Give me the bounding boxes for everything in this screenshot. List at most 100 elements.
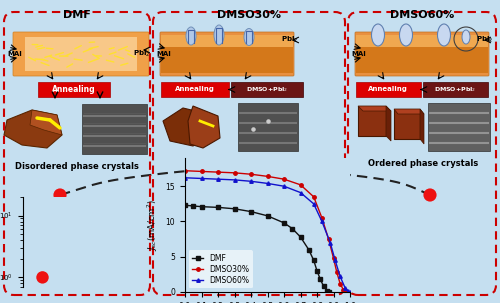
Line: DMSO60%: DMSO60% <box>184 176 352 294</box>
Bar <box>231 82 303 97</box>
DMSO60% <box>298 191 304 195</box>
Polygon shape <box>4 110 62 148</box>
Point <box>264 118 272 123</box>
Text: Mixed phase crystals
(Disordered+Ordered): Mixed phase crystals (Disordered+Ordered… <box>196 159 302 179</box>
DMF <box>306 248 312 251</box>
DMSO60% <box>327 241 333 245</box>
DMF <box>324 289 330 292</box>
Y-axis label: $J_{sc}$(mA/cm$^2$): $J_{sc}$(mA/cm$^2$) <box>146 199 160 251</box>
Text: DMSO60%: DMSO60% <box>390 10 454 20</box>
Ellipse shape <box>244 28 254 45</box>
Ellipse shape <box>186 27 196 45</box>
DMSO30% <box>182 169 188 172</box>
Point <box>426 193 434 198</box>
DMSO30% <box>232 171 237 175</box>
Bar <box>38 82 110 97</box>
DMSO30% <box>198 170 204 173</box>
DMSO30% <box>310 195 316 199</box>
Text: MAI: MAI <box>351 51 366 57</box>
Ellipse shape <box>372 24 384 46</box>
DMF <box>326 290 332 294</box>
Bar <box>423 82 488 97</box>
DMSO30% <box>330 256 336 260</box>
Point <box>38 275 46 280</box>
DMF <box>281 221 287 225</box>
DMSO30% <box>340 288 346 292</box>
Polygon shape <box>386 106 391 141</box>
DMSO30% <box>298 183 304 187</box>
DMF <box>232 207 237 211</box>
DMF <box>215 205 221 209</box>
Point <box>245 165 253 170</box>
Ellipse shape <box>462 30 470 44</box>
Text: Ordered phase crystals: Ordered phase crystals <box>368 159 478 168</box>
Ellipse shape <box>438 24 450 46</box>
Bar <box>428 103 490 151</box>
Text: PbI$_2$: PbI$_2$ <box>280 35 298 45</box>
Polygon shape <box>394 109 424 114</box>
DMSO30% <box>264 175 270 178</box>
DMF <box>248 210 254 213</box>
DMSO60% <box>310 202 316 206</box>
DMSO30% <box>337 282 343 285</box>
Ellipse shape <box>400 24 412 46</box>
DMSO30% <box>326 237 332 241</box>
DMSO60% <box>346 289 352 293</box>
DMF <box>298 235 304 239</box>
Bar <box>356 35 488 73</box>
Legend: DMF, DMSO30%, DMSO60%: DMF, DMSO30%, DMSO60% <box>189 251 252 288</box>
Polygon shape <box>30 110 62 135</box>
DMF <box>318 278 324 281</box>
FancyBboxPatch shape <box>13 32 149 76</box>
DMSO60% <box>281 185 287 188</box>
DMSO30% <box>281 177 287 181</box>
DMSO60% <box>342 286 348 290</box>
DMF <box>310 258 316 262</box>
DMSO30% <box>319 216 325 220</box>
Bar <box>161 35 293 73</box>
DMF <box>320 285 326 288</box>
DMSO60% <box>182 176 188 180</box>
Polygon shape <box>420 109 424 144</box>
DMSO60% <box>215 177 221 181</box>
Text: PbI$_2$: PbI$_2$ <box>476 35 493 45</box>
DMF <box>289 227 295 230</box>
Text: Annealing: Annealing <box>52 85 96 94</box>
DMF <box>264 214 270 218</box>
DMSO60% <box>337 275 343 278</box>
Bar <box>82 104 147 154</box>
Point <box>56 193 64 198</box>
DMSO30% <box>248 172 254 176</box>
Text: MAI: MAI <box>7 51 22 57</box>
Text: DMSO30%: DMSO30% <box>217 10 281 20</box>
Bar <box>238 103 298 151</box>
Polygon shape <box>163 108 213 146</box>
Bar <box>161 35 293 47</box>
Text: MAI: MAI <box>156 51 171 57</box>
Text: DMSO+PbI$_2$: DMSO+PbI$_2$ <box>434 85 476 94</box>
Text: DMSO+PbI$_2$: DMSO+PbI$_2$ <box>246 85 288 94</box>
DMSO60% <box>347 290 353 294</box>
Line: DMF: DMF <box>184 204 330 294</box>
Ellipse shape <box>214 25 224 45</box>
DMSO60% <box>319 220 325 223</box>
Polygon shape <box>394 109 420 139</box>
DMSO30% <box>334 270 340 274</box>
DMF <box>198 205 204 208</box>
Text: Annealing: Annealing <box>368 86 408 92</box>
DMSO60% <box>248 179 254 183</box>
Text: Annealing: Annealing <box>175 86 215 92</box>
DMSO30% <box>215 170 221 174</box>
DMF <box>190 204 196 208</box>
Bar <box>161 82 229 97</box>
FancyBboxPatch shape <box>160 32 294 76</box>
Polygon shape <box>188 106 220 148</box>
DMF <box>182 203 188 207</box>
FancyBboxPatch shape <box>355 32 489 76</box>
Bar <box>356 35 488 47</box>
Text: Disordered phase crystals: Disordered phase crystals <box>15 162 139 171</box>
Bar <box>356 82 421 97</box>
Point <box>249 127 257 132</box>
Line: DMSO30%: DMSO30% <box>184 169 347 294</box>
Text: DMF: DMF <box>63 10 91 20</box>
